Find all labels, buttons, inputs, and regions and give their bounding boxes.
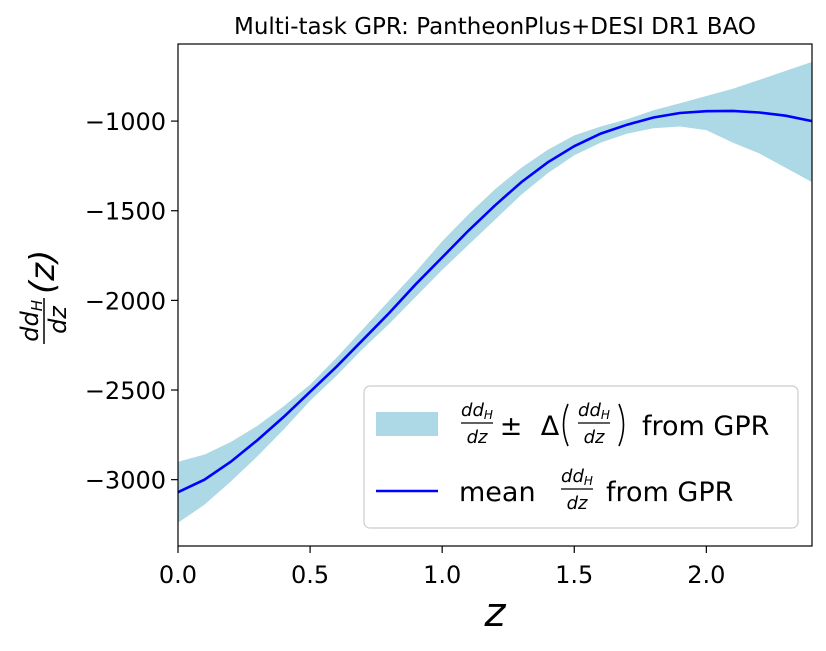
legend-band-inner-frac-den: dz <box>584 427 605 448</box>
y-tick-label: −2000 <box>85 287 166 315</box>
y-label-numerator: ddH <box>16 300 46 342</box>
plot-area <box>177 61 813 523</box>
y-ticks: −3000 −2500 −2000 −1500 −1000 <box>85 108 178 495</box>
y-tick-label: −2500 <box>85 377 166 405</box>
mean-line <box>177 109 813 494</box>
confidence-band <box>178 61 812 523</box>
legend-band-inner-frac-num: ddH <box>578 400 610 422</box>
chart-title: Multi-task GPR: PantheonPlus+DESI DR1 BA… <box>234 14 756 40</box>
y-label-denominator: dz <box>44 305 72 334</box>
legend-mean-prefix: mean <box>459 477 536 508</box>
legend-box <box>363 385 799 529</box>
y-tick-label: −1500 <box>85 198 166 226</box>
axes-frame <box>177 43 813 547</box>
x-tick-label: 1.5 <box>555 561 593 589</box>
x-tick-label: 1.0 <box>423 561 461 589</box>
legend-band-frac-den: dz <box>467 427 488 448</box>
x-axis-label: z <box>484 590 507 636</box>
y-label-argument: (z) <box>23 250 63 294</box>
legend-mean-frac-den: dz <box>567 493 588 514</box>
legend-item-mean: mean ddH dz from GPR <box>376 466 733 514</box>
x-tick-label: 0.5 <box>291 561 329 589</box>
legend-band-frac-num: ddH <box>461 400 493 422</box>
legend-band-pm: ± <box>500 411 523 442</box>
legend-band-suffix: from GPR <box>642 411 769 442</box>
legend-band-swatch <box>376 412 438 436</box>
y-tick-label: −1000 <box>85 108 166 136</box>
legend-mean-suffix: from GPR <box>606 477 733 508</box>
legend-item-band: ddH dz ± Δ ddH dz from GPR <box>376 400 769 448</box>
x-ticks: 0.0 0.5 1.0 1.5 2.0 <box>159 546 725 589</box>
x-tick-label: 2.0 <box>687 561 725 589</box>
legend-band-delta: Δ <box>541 411 560 442</box>
y-axis-label: ddH dz (z) <box>16 250 72 344</box>
y-tick-label: −3000 <box>85 467 166 495</box>
legend-mean-frac-num: ddH <box>561 466 593 488</box>
legend: ddH dz ± Δ ddH dz from GPR mean ddH dz f… <box>363 385 799 529</box>
x-tick-label: 0.0 <box>159 561 197 589</box>
